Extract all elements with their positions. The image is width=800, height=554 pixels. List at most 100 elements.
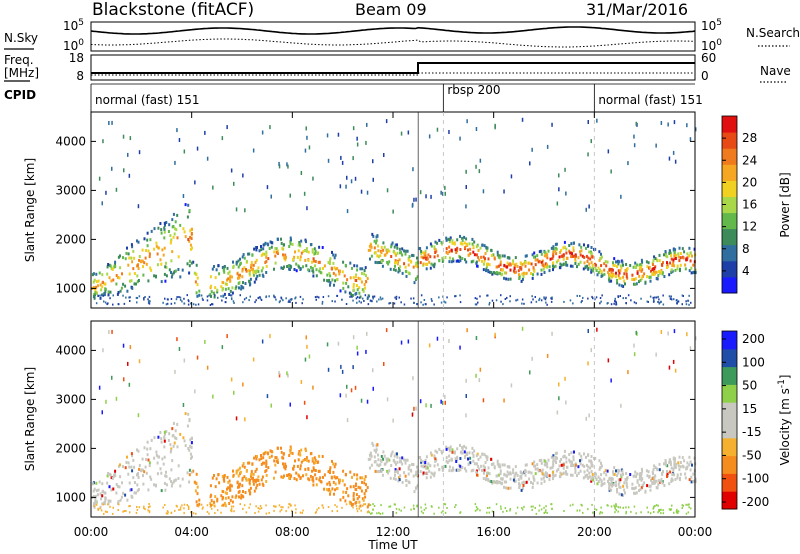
- echo-cell: [257, 507, 259, 510]
- echo-cell: [115, 187, 118, 192]
- echo-cell: [509, 486, 512, 490]
- echo-cell: [685, 503, 687, 506]
- echo-cell: [204, 339, 206, 344]
- echo-cell: [227, 480, 230, 484]
- echo-cell: [283, 243, 285, 247]
- echo-cell: [95, 489, 98, 493]
- echo-cell: [552, 461, 555, 465]
- echo-cell: [170, 271, 172, 274]
- echo-cell: [487, 466, 490, 470]
- echo-cell: [559, 471, 562, 475]
- echo-cell: [179, 506, 182, 509]
- echo-cell: [160, 262, 163, 266]
- echo-cell: [239, 294, 241, 297]
- echo-cell: [117, 464, 120, 468]
- echo-cell: [364, 266, 367, 270]
- echo-cell: [336, 294, 339, 297]
- echo-cell: [488, 472, 491, 476]
- echo-cell: [394, 473, 396, 477]
- echo-cell: [153, 247, 156, 251]
- echo-cell: [603, 471, 606, 475]
- echo-cell: [144, 256, 147, 260]
- echo-cell: [649, 295, 652, 298]
- power-dots: [91, 117, 697, 306]
- echo-cell: [677, 255, 680, 259]
- echo-cell: [634, 277, 637, 281]
- echo-cell: [298, 243, 301, 247]
- echo-cell: [138, 295, 141, 298]
- echo-cell: [423, 299, 426, 301]
- echo-cell: [531, 276, 534, 280]
- echo-cell: [196, 492, 199, 496]
- echo-cell: [242, 462, 245, 466]
- echo-cell: [352, 365, 354, 370]
- echo-cell: [669, 460, 672, 464]
- echo-cell: [187, 447, 190, 450]
- echo-cell: [178, 296, 180, 298]
- echo-cell: [589, 466, 592, 470]
- echo-cell: [262, 456, 265, 460]
- echo-cell: [610, 505, 613, 508]
- echo-cell: [326, 488, 329, 492]
- echo-cell: [273, 294, 275, 297]
- echo-cell: [676, 511, 678, 514]
- echo-cell: [617, 269, 620, 273]
- echo-cell: [312, 479, 315, 483]
- echo-cell: [534, 258, 537, 262]
- echo-cell: [352, 156, 354, 161]
- echo-cell: [107, 290, 110, 294]
- echo-cell: [672, 457, 675, 461]
- echo-cell: [576, 509, 578, 512]
- echo-cell: [505, 486, 508, 490]
- echo-cell: [329, 281, 332, 285]
- echo-cell: [562, 263, 565, 267]
- echo-cell: [475, 470, 478, 474]
- echo-cell: [572, 254, 575, 258]
- echo-cell: [652, 263, 654, 267]
- echo-cell: [459, 301, 462, 304]
- echo-cell: [678, 468, 681, 472]
- echo-cell: [166, 510, 169, 513]
- echo-cell: [287, 164, 289, 169]
- echo-cell: [608, 275, 611, 279]
- echo-cell: [102, 348, 104, 353]
- echo-cell: [407, 467, 410, 471]
- echo-cell: [291, 451, 294, 455]
- echo-cell: [433, 471, 436, 475]
- echo-cell: [249, 492, 251, 496]
- echo-cell: [603, 262, 606, 266]
- echo-cell: [195, 500, 198, 504]
- echo-cell: [494, 332, 496, 337]
- echo-cell: [323, 487, 326, 491]
- echo-cell: [588, 266, 591, 270]
- echo-cell: [459, 259, 462, 263]
- echo-cell: [560, 248, 563, 252]
- echo-cell: [620, 194, 622, 199]
- echo-cell: [145, 458, 148, 461]
- echo-cell: [275, 250, 278, 254]
- echo-cell: [289, 503, 291, 506]
- echo-cell: [321, 300, 324, 303]
- echo-cell: [404, 252, 407, 256]
- echo-cell: [270, 454, 273, 458]
- echo-cell: [571, 252, 573, 256]
- echo-cell: [626, 476, 629, 480]
- echo-cell: [352, 126, 355, 131]
- echo-cell: [173, 479, 176, 483]
- echo-cell: [319, 267, 322, 271]
- echo-cell: [504, 507, 507, 510]
- echo-cell: [170, 449, 172, 453]
- echo-cell: [681, 507, 683, 509]
- echo-cell: [570, 242, 573, 246]
- colorbar-cell: [722, 455, 737, 474]
- echo-cell: [163, 221, 166, 225]
- echo-cell: [190, 441, 193, 444]
- echo-cell: [530, 481, 532, 484]
- echo-cell: [445, 238, 448, 242]
- echo-cell: [552, 463, 555, 467]
- echo-cell: [163, 481, 166, 485]
- echo-cell: [217, 509, 219, 512]
- echo-cell: [376, 234, 379, 238]
- echo-cell: [334, 482, 337, 486]
- echo-cell: [684, 263, 687, 267]
